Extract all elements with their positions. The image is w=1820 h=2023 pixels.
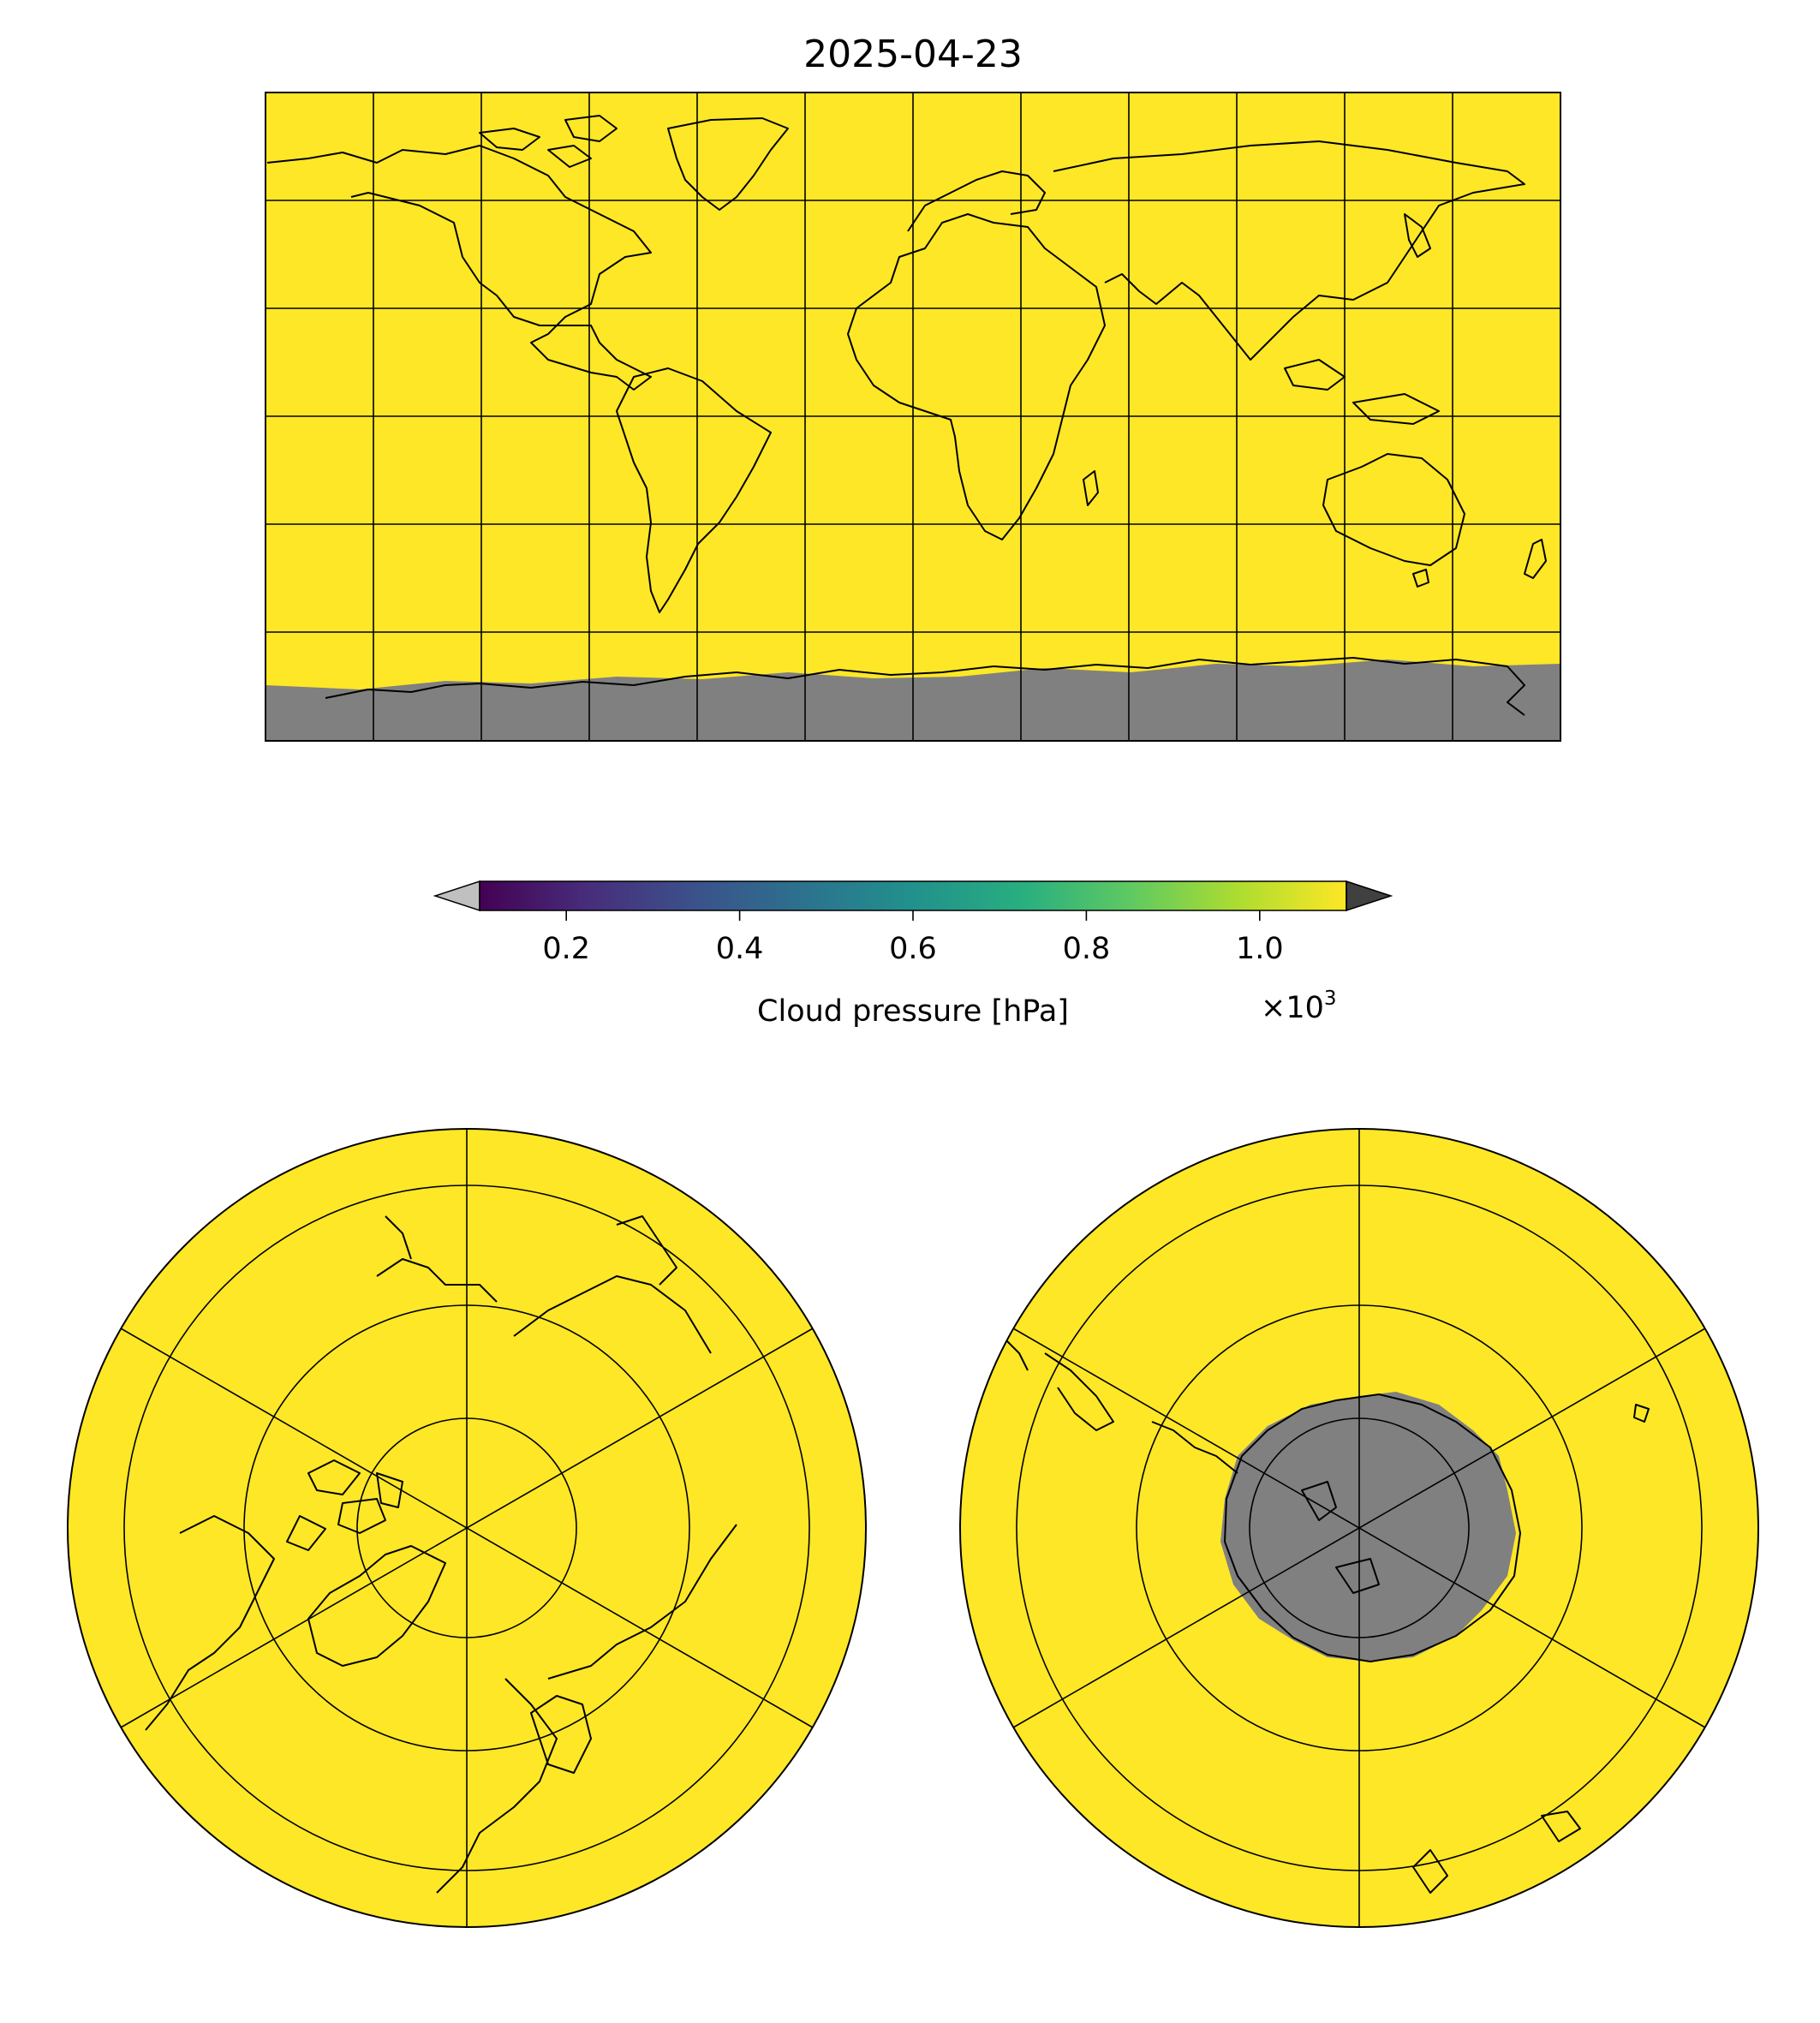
south-polar-gridlines [1012,1129,1706,1927]
global-map-frame [265,92,1561,742]
colorbar-tick-label: 0.4 [716,932,764,966]
north-polar-coastlines [145,1215,737,1894]
north-polar-map-frame [67,1128,867,1928]
colorbar-under-extension [433,880,480,912]
colorbar-ticks: 0.2 0.4 0.6 0.8 1.0 [542,910,1284,966]
global-coastlines [266,115,1547,716]
colorbar-tick-label: 0.8 [1063,932,1111,966]
colorbar-over-extension [1346,880,1393,912]
colorbar-gradient [480,881,1346,910]
colorbar-label: Cloud pressure [hPa] [757,994,1069,1029]
colorbar-multiplier: ×103 [1261,988,1337,1025]
north-polar-map [68,1129,866,1927]
south-polar-coastlines [1001,1335,1650,1894]
global-gridlines [266,92,1560,741]
south-polar-map [960,1129,1758,1927]
colorbar: 0.2 0.4 0.6 0.8 1.0 Cloud pressure [hPa] ×10… [433,880,1393,1029]
global-map [266,92,1560,741]
colorbar-tick-label: 0.2 [542,932,590,966]
colorbar-tick-label: 0.6 [889,932,937,966]
figure-title: 2025-04-23 [803,33,1023,76]
colorbar-tick-label: 1.0 [1236,932,1284,966]
north-polar-gridlines [120,1129,814,1927]
south-polar-map-frame [959,1128,1759,1928]
